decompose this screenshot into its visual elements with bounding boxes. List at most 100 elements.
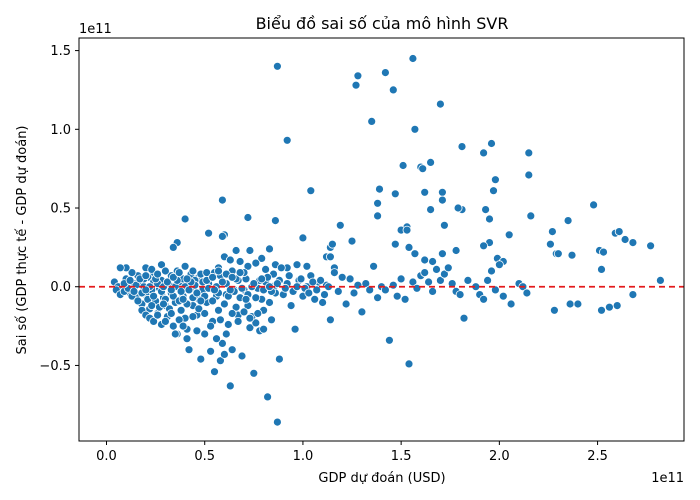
data-point (251, 318, 261, 328)
data-point (153, 310, 163, 320)
data-point (141, 271, 151, 281)
data-point (628, 290, 638, 300)
data-point (196, 354, 206, 364)
data-point (174, 315, 184, 325)
data-point (325, 252, 335, 262)
data-point (231, 246, 241, 255)
data-point (522, 288, 532, 298)
data-point (162, 277, 172, 287)
data-point (345, 274, 355, 284)
data-point (455, 290, 465, 300)
data-point (245, 246, 255, 255)
data-point (329, 268, 339, 278)
chart-title: Biểu đồ sai số của mô hình SVR (256, 14, 509, 33)
data-point (316, 275, 326, 285)
data-point (369, 261, 379, 271)
data-point (353, 280, 363, 290)
data-point (605, 302, 614, 312)
data-point (312, 285, 322, 295)
x-tick-label: 2.0 (489, 449, 510, 464)
data-point (214, 266, 223, 276)
data-point (168, 272, 178, 282)
data-point (182, 274, 192, 284)
data-point (404, 359, 414, 369)
data-point (286, 301, 296, 311)
data-point (227, 345, 237, 355)
data-point (457, 142, 467, 152)
data-point (280, 283, 290, 293)
data-point (373, 211, 383, 221)
data-point (133, 296, 143, 306)
x-tick-label: 1.5 (391, 449, 412, 464)
data-point (290, 324, 300, 334)
data-point (439, 269, 449, 279)
data-point (206, 346, 216, 356)
data-point (335, 220, 345, 230)
data-point (174, 268, 184, 278)
data-point (182, 334, 192, 344)
data-point (243, 213, 253, 222)
data-point (567, 250, 577, 260)
data-point (487, 139, 496, 148)
data-point (490, 175, 500, 185)
data-point (504, 230, 514, 240)
data-point (367, 117, 377, 126)
data-point (160, 266, 170, 276)
data-point (153, 269, 163, 279)
data-point (437, 195, 447, 205)
data-point (219, 349, 229, 359)
data-point (176, 305, 186, 315)
data-point (443, 263, 453, 273)
data-point (553, 249, 563, 259)
data-point (259, 324, 269, 334)
data-point (410, 124, 420, 134)
data-point (237, 283, 247, 293)
data-point (149, 291, 159, 301)
data-point (498, 291, 508, 301)
data-points (110, 54, 665, 427)
data-point (225, 381, 235, 391)
data-point (524, 148, 534, 158)
data-point (620, 235, 630, 244)
x-tick-label: 1.0 (293, 449, 314, 464)
data-point (192, 326, 202, 336)
data-point (251, 293, 261, 303)
data-point (308, 277, 318, 287)
data-point (565, 299, 575, 309)
data-point (249, 368, 259, 378)
data-point (166, 309, 176, 318)
data-point (245, 323, 255, 333)
data-point (487, 266, 496, 276)
x-tick-label: 0.0 (96, 449, 117, 464)
data-point (180, 261, 190, 271)
data-point (357, 307, 367, 317)
data-point (214, 305, 223, 315)
data-point (168, 242, 178, 252)
data-point (235, 257, 245, 266)
data-point (373, 198, 383, 208)
data-point (327, 239, 337, 249)
data-point (196, 296, 206, 306)
data-point (420, 187, 430, 197)
data-point (388, 280, 398, 290)
data-point (276, 263, 286, 273)
data-point (202, 268, 212, 278)
data-point (212, 334, 221, 344)
data-point (227, 309, 237, 318)
data-point (270, 216, 280, 226)
data-point (347, 236, 357, 246)
data-point (435, 275, 445, 285)
data-point (589, 200, 598, 210)
data-point (337, 272, 347, 282)
data-point (235, 268, 245, 278)
y-tick-label: 1.5 (50, 44, 71, 59)
data-point (398, 161, 408, 170)
data-point (115, 263, 125, 273)
data-point (221, 329, 231, 339)
data-point (428, 257, 438, 266)
data-point (341, 299, 351, 309)
data-point (159, 299, 168, 309)
data-point (408, 54, 418, 63)
data-point (176, 286, 186, 296)
data-point (506, 299, 516, 309)
